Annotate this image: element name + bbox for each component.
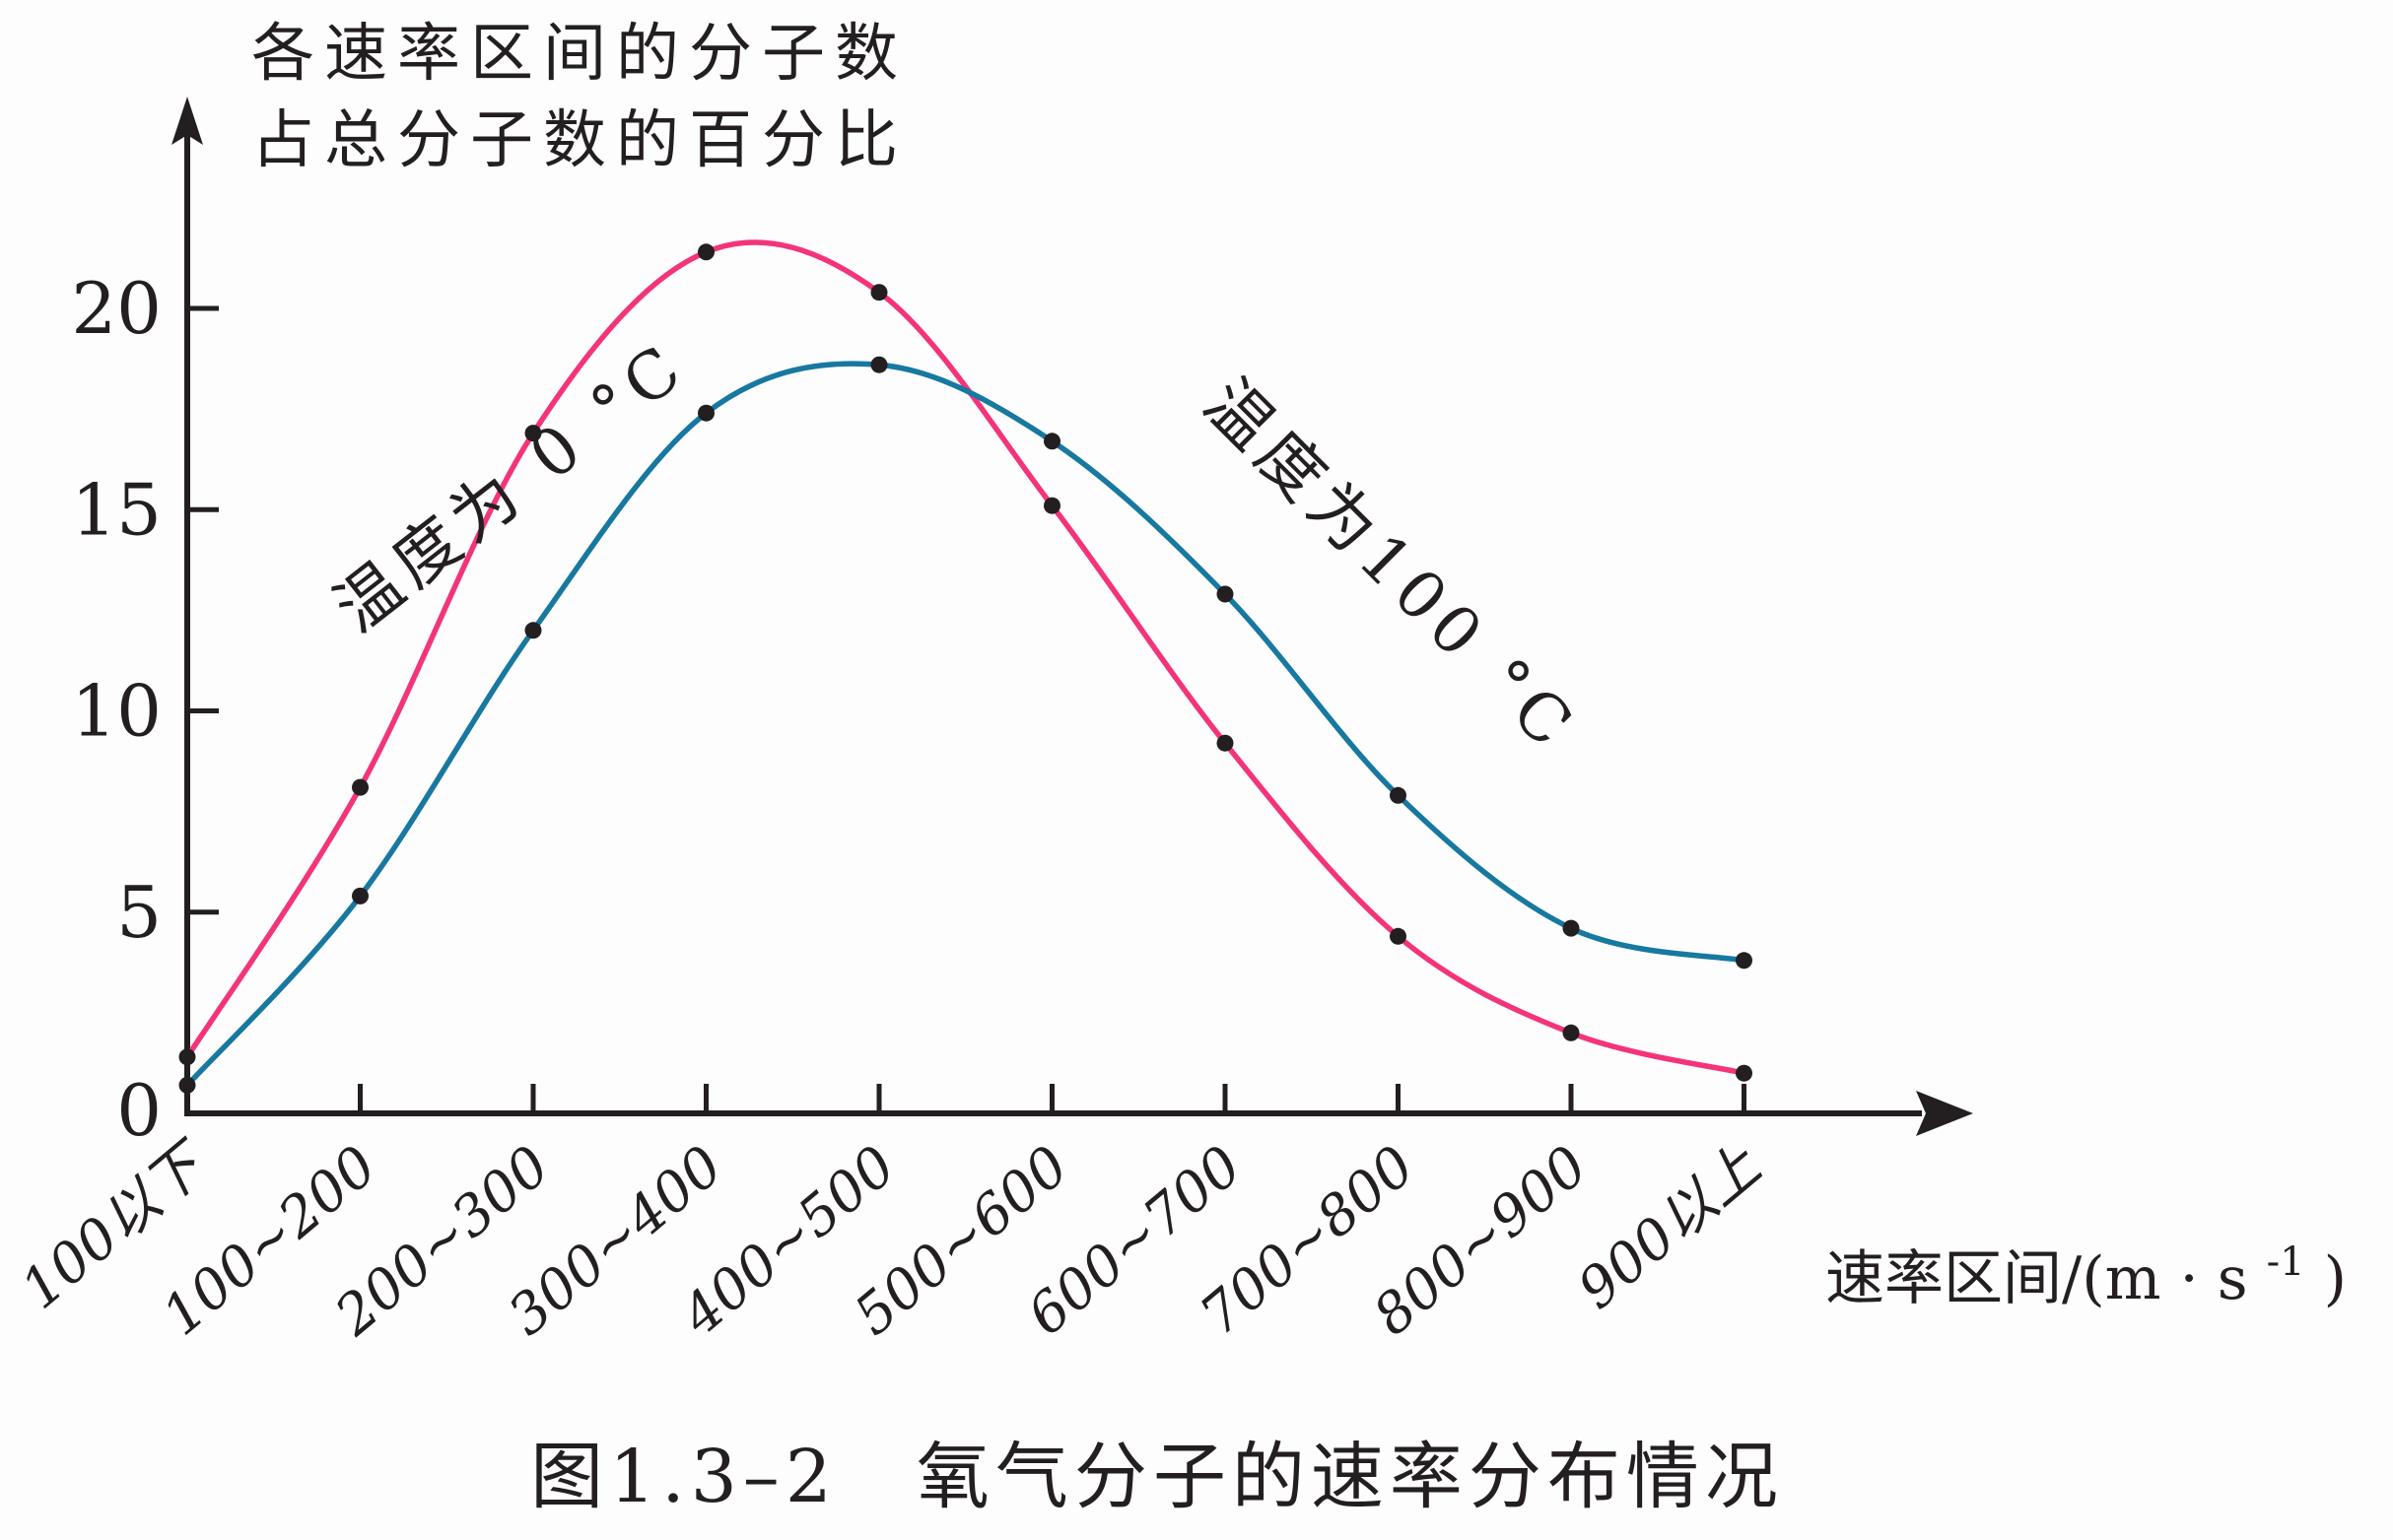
curves — [178, 239, 1752, 1094]
curve-series-0 — [184, 239, 1747, 1076]
data-point — [524, 425, 542, 442]
y-tick-label: 10 — [71, 670, 162, 753]
data-point — [178, 1076, 196, 1094]
x-tick-label: 900以上 — [1566, 1133, 1773, 1321]
data-point — [870, 284, 888, 301]
y-tick-label: 15 — [71, 468, 162, 551]
figure-caption: 图1.3–2 氧气分子的速率分布情况 — [530, 1435, 1784, 1519]
y-origin-label: 0 — [116, 1069, 162, 1152]
data-point — [352, 887, 369, 904]
x-axis-title-main: 速率区间/(m · s — [1825, 1244, 2248, 1313]
x-axis-title-close: ) — [2324, 1244, 2347, 1313]
data-point — [1736, 1064, 1752, 1082]
y-tick-label: 20 — [71, 267, 162, 350]
data-point — [1562, 919, 1580, 937]
y-axis-arrow-icon — [171, 97, 203, 145]
data-point — [1216, 734, 1234, 752]
x-axis-title: 速率区间/(m · s -1 ) — [1825, 1221, 2347, 1313]
data-point — [352, 778, 369, 796]
curve-series-1 — [184, 361, 1747, 1089]
y-tick-label: 5 — [116, 871, 162, 954]
data-point — [1736, 952, 1752, 970]
curve-label-1: 温度为100 °C — [1190, 365, 1592, 767]
x-axis-title-sup: -1 — [2267, 1239, 2305, 1285]
y-axis-title-line1: 各速率区间的分子数 — [251, 18, 908, 91]
data-point — [178, 1048, 196, 1066]
data-point — [870, 356, 888, 373]
y-axis-title-line2: 占总分子数的百分比 — [251, 104, 908, 177]
data-point — [1044, 433, 1060, 450]
data-point — [1390, 927, 1406, 945]
data-point — [1390, 786, 1406, 804]
data-point — [698, 243, 715, 261]
curve-label-0: 温度为 0 °C — [320, 327, 701, 647]
data-point — [1216, 585, 1234, 603]
data-point — [524, 622, 542, 639]
x-axis-arrow-icon — [1916, 1091, 1973, 1136]
data-point — [1562, 1024, 1580, 1041]
data-point — [1044, 497, 1060, 514]
x-axis-ticks: 100以下100~200200~300300~400400~500500~600… — [10, 1084, 1773, 1349]
curve-labels: 温度为 0 °C 温度为100 °C — [320, 327, 1592, 768]
data-point — [698, 404, 715, 422]
y-axis-ticks: 5 10 15 20 0 — [71, 267, 219, 1152]
